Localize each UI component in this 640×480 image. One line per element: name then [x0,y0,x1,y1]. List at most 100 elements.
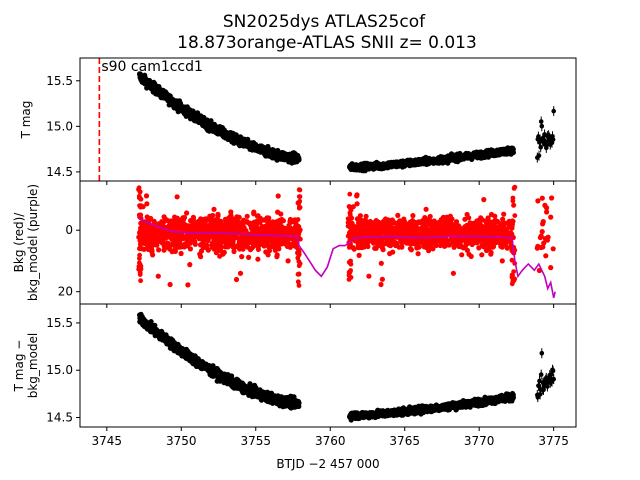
bkg-point [483,242,489,248]
bkg-point [480,230,486,236]
bkg-point [427,243,434,250]
bkg-point [222,227,228,233]
bkg-point [199,218,205,224]
bkg-point [205,225,211,231]
bkg-point [464,247,470,253]
bkg-point [166,224,173,230]
bkg-point [426,248,432,254]
bkg-point [198,254,204,260]
bkg-point [443,236,449,242]
bkg-point [211,206,217,212]
bkg-point [296,204,302,210]
bkg-point [394,241,400,247]
bkg-point [249,226,255,232]
bkg-point [509,281,515,287]
bkg-point [437,242,443,249]
bkg-point [231,217,237,223]
tmag_corr-point [152,322,158,328]
bkg-point [212,236,218,242]
bkg-point [291,218,297,224]
bkg-series-segment-1 [345,184,518,288]
bkg-series-segment-2 [534,195,556,274]
bkg-point [247,221,253,227]
bkg-point [537,234,544,241]
bkg-point [261,243,267,249]
bkg-point [346,259,352,265]
bkg-point [234,221,240,228]
tmag-series-segment-1 [347,145,516,174]
bkg-series-segment-0 [136,185,303,288]
bkg-point [172,221,178,227]
bkg-point [539,195,545,201]
bkg-point [237,270,244,276]
bkg-point [492,240,498,246]
tmag-ytick-label: 15.5 [46,74,73,88]
bkg-point [414,241,420,247]
bkg-point [284,243,290,249]
bkg-point [499,258,505,264]
bkg-point [410,213,416,219]
bkg-point [509,257,515,263]
bkg-point [136,264,142,269]
bkg-point [354,193,360,199]
bkg-point [136,185,142,191]
bkg-ytick-label: 0 [65,223,73,237]
bkg-point [543,253,549,259]
bkg-point [347,212,353,218]
bkg-point [422,215,428,221]
bkg-point [207,213,213,219]
tmag_corr-series-segment-0 [137,311,302,411]
bkg-point [274,223,280,229]
bkg-point [358,217,364,223]
bkg-point [369,220,375,226]
tmag-series-segment-0 [137,71,302,166]
bkg-point [367,237,373,244]
bkg-point [246,254,252,260]
bkg-point [396,225,402,231]
bkg-point [278,211,284,217]
sector-annotation: s90 cam1ccd1 [101,59,203,75]
bkg-point [209,244,215,250]
bkg-point [359,244,365,251]
bkg-point [538,244,544,251]
bkg-point [215,213,221,219]
bkg-ylabel: Bkg (red)/ [12,212,26,273]
tmag-ylabel: T mag [19,101,33,140]
bkg-point [251,211,257,217]
bkg-point [174,194,180,200]
bkg-point [501,211,507,217]
bkg-point [545,234,551,240]
bkg-point [435,237,442,243]
bkg-point [399,239,405,245]
bkg-point [386,223,392,229]
bkg-point [274,254,280,260]
bkg-point [542,202,548,208]
bkg-point [163,233,169,239]
bkg-point [187,262,193,268]
bkg-point [544,209,550,215]
bkg-point [541,240,547,246]
bkg-point [348,268,353,273]
bkg-point [427,213,433,220]
bkg-point [239,254,245,260]
bkg-point [149,249,155,255]
bkg-point [380,247,386,253]
bkg-point [346,219,352,225]
bkg-point [486,227,492,233]
bkg-point [452,239,458,245]
bkg-point [285,258,291,264]
bkg-point [476,245,482,251]
bkg-point [370,226,376,232]
bkg-ytick-label: 20 [58,285,73,299]
bkg-point [256,239,262,245]
bkg-point [510,276,516,282]
bkg-point [479,242,485,248]
bkg-point [354,201,360,207]
bkg-point [237,246,243,252]
bkg-point [167,243,173,249]
bkg-point [138,278,144,284]
bkg-point [280,218,286,224]
